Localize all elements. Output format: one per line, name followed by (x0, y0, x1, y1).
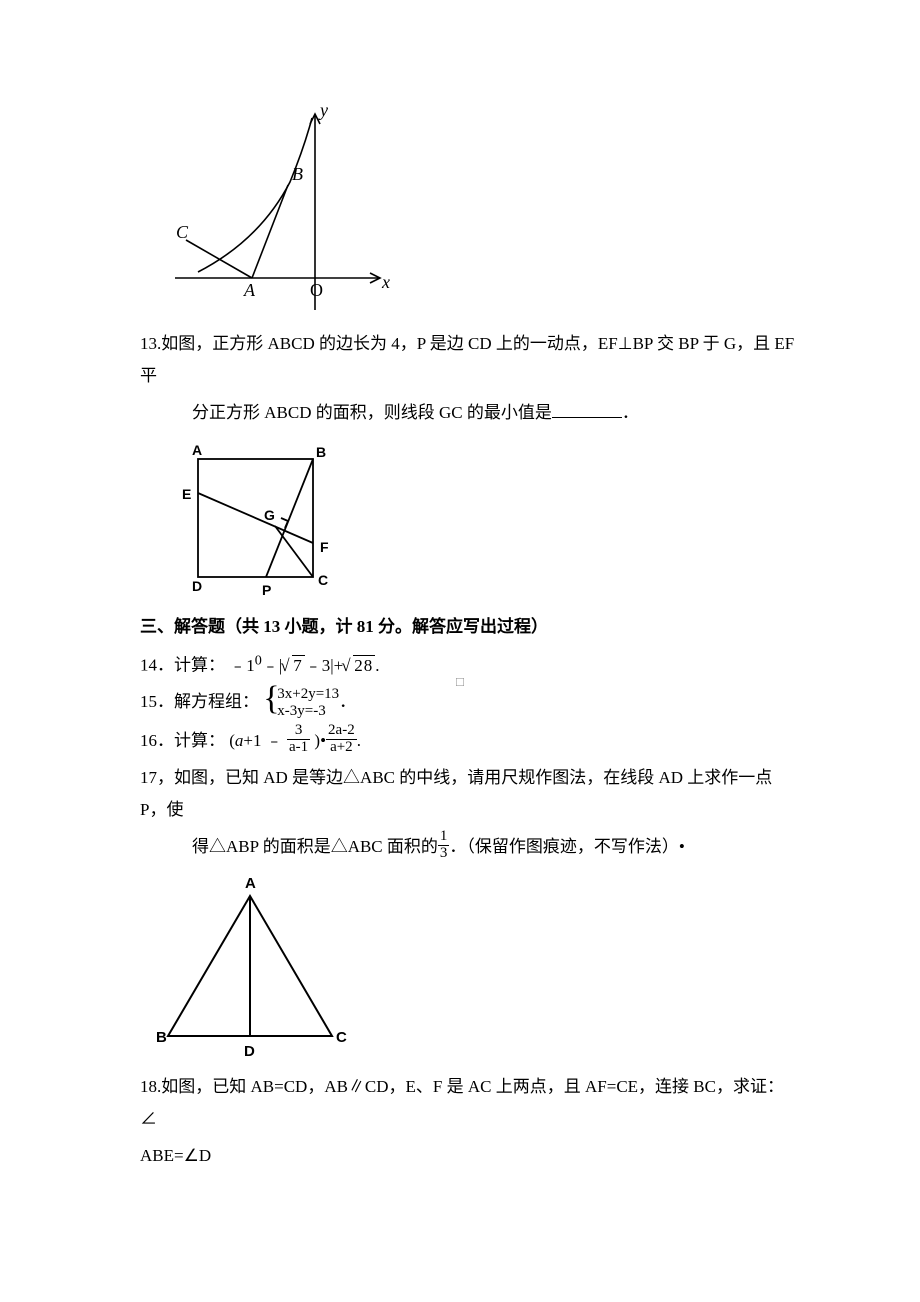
svg-text:B: B (316, 444, 326, 460)
q15-number: 15． (140, 692, 174, 711)
problem-18: 18.如图，已知 AB=CD，AB∥CD，E、F 是 AC 上两点，且 AF=C… (140, 1071, 800, 1136)
q17-line1: 如图，已知 AD 是等边△ABC 的中线，请用尺规作图法，在线段 AD 上求作一… (140, 768, 772, 819)
axis-x-label: x (381, 272, 390, 292)
q15-tail: ． (339, 692, 356, 711)
q18-line1: 如图，已知 AB=CD，AB∥CD，E、F 是 AC 上两点，且 AF=CE，连… (140, 1077, 784, 1128)
point-B-label: B (292, 164, 303, 184)
q15-system: 3x+2y=13 x-3y=-3 (263, 686, 339, 721)
svg-text:C: C (336, 1029, 347, 1046)
svg-text:G: G (264, 507, 275, 523)
problem-17: 17，如图，已知 AD 是等边△ABC 的中线，请用尺规作图法，在线段 AD 上… (140, 762, 800, 827)
figure-q13: A B E G F D P C (170, 433, 800, 603)
q14-prefix: 计算： (174, 656, 225, 675)
q15-eq1: 3x+2y=13 (277, 686, 339, 703)
point-O-label: O (310, 280, 323, 300)
q15-prefix: 解方程组： (174, 692, 259, 711)
page-mark-icon (456, 678, 464, 686)
problem-15: 15．解方程组： 3x+2y=13 x-3y=-3 ． (140, 686, 800, 721)
q16-prefix: 计算： (174, 731, 225, 750)
svg-text:D: D (244, 1043, 255, 1060)
problem-13-cont: 分正方形 ABCD 的面积，则线段 GC 的最小值是 ． (140, 397, 800, 429)
svg-text:E: E (182, 486, 191, 502)
q16-number: 16． (140, 731, 174, 750)
q17-number: 17， (140, 768, 174, 787)
q13-number: 13. (140, 334, 161, 353)
svg-text:D: D (192, 578, 202, 594)
q17-frac: 13 (438, 829, 450, 862)
svg-text:A: A (245, 875, 256, 892)
axis-y-label: y (318, 100, 328, 120)
triangle-diagram: A B C D (150, 868, 350, 1063)
q18-line2: ABE=∠D (140, 1146, 211, 1165)
q13-tail: ． (622, 403, 639, 422)
section-3-heading: 三、解答题（共 13 小题，计 81 分。解答应写出过程） (140, 611, 800, 643)
problem-17-cont: 得△ABP 的面积是△ABC 面积的13．（保留作图痕迹，不写作法）• (140, 831, 800, 864)
q13-blank (552, 400, 622, 418)
coordinate-diagram: y x O A B C (170, 100, 390, 320)
problem-16: 16．计算： (a+1 ﹣ 3a-1 )•2a-2a+2. (140, 725, 800, 758)
problem-18-cont: ABE=∠D (140, 1140, 800, 1172)
svg-text:C: C (318, 572, 328, 588)
point-C-label: C (176, 222, 189, 242)
svg-text:B: B (156, 1029, 167, 1046)
problem-14: 14．计算： ﹣10﹣|7﹣3|+28. (140, 647, 800, 682)
q16-expr: (a+1 ﹣ 3a-1 )•2a-2a+2. (229, 731, 361, 750)
q13-line1: 如图，正方形 ABCD 的边长为 4，P 是边 CD 上的一动点，EF⊥BP 交… (140, 334, 794, 385)
square-diagram: A B E G F D P C (170, 433, 340, 603)
q15-eq2: x-3y=-3 (277, 703, 339, 720)
problem-13: 13.如图，正方形 ABCD 的边长为 4，P 是边 CD 上的一动点，EF⊥B… (140, 328, 800, 393)
point-A-label: A (243, 280, 256, 300)
svg-text:P: P (262, 582, 271, 598)
q18-number: 18. (140, 1077, 161, 1096)
q17-line2a: 得△ABP 的面积是△ABC 面积的 (192, 837, 438, 856)
figure-q12: y x O A B C (170, 100, 800, 320)
svg-text:F: F (320, 539, 329, 555)
figure-q17: A B C D (150, 868, 800, 1063)
q13-line2: 分正方形 ABCD 的面积，则线段 GC 的最小值是 (192, 403, 552, 422)
q14-number: 14． (140, 656, 174, 675)
svg-text:A: A (192, 442, 202, 458)
q17-line2b: ．（保留作图痕迹，不写作法）• (449, 837, 684, 856)
q14-expr: ﹣10﹣|7﹣3|+28. (229, 656, 379, 675)
